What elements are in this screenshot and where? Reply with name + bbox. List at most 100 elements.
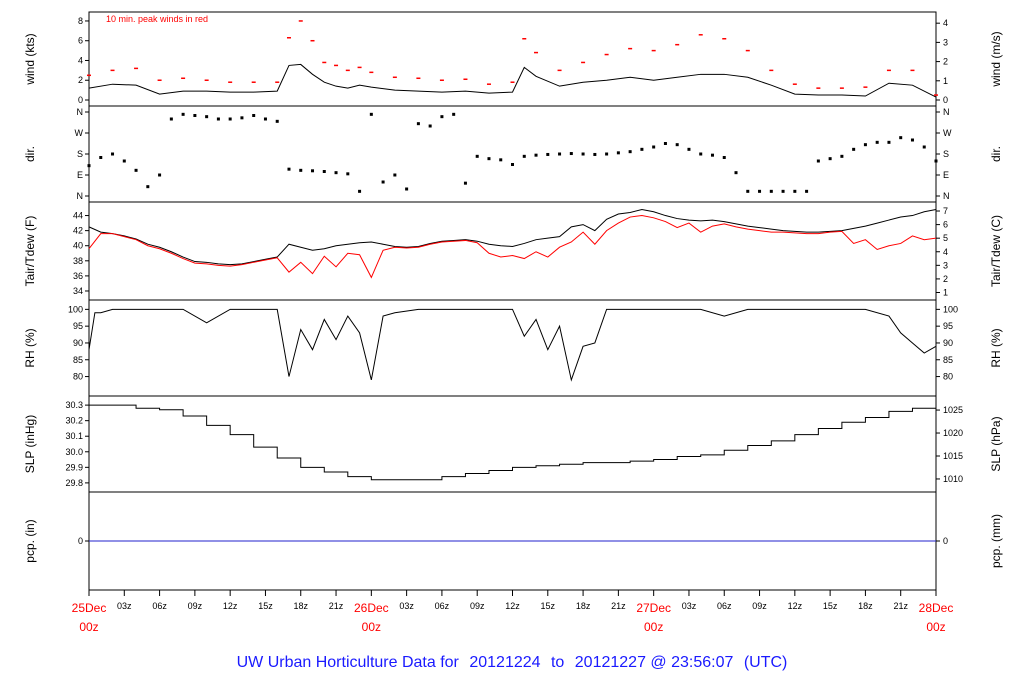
- peak-wind-point: [698, 34, 703, 36]
- right-axis-label-temp: Tair/Tdew (C): [989, 215, 1003, 287]
- peak-wind-point: [439, 79, 444, 81]
- time-axis: 25Dec 00z 26Dec 00z 27Dec 00z 28Dec 00z 03z 06z 09…: [72, 590, 954, 634]
- dir-point: [699, 152, 703, 156]
- left-tick-label: N: [77, 191, 84, 201]
- dir-point: [99, 156, 103, 159]
- hour-tick-label: 09z: [188, 601, 203, 611]
- dir-point: [275, 119, 279, 123]
- dir-point: [758, 189, 762, 193]
- peak-wind-point: [110, 69, 115, 72]
- dir-point: [428, 124, 432, 128]
- panel-frame-temp: [88, 201, 937, 301]
- panel-pcp: 0 0 pcp. (in) pcp. (mm): [23, 491, 1003, 591]
- hour-tick-label: 12z: [223, 601, 238, 611]
- left-tick-label: N: [77, 107, 84, 117]
- hour-tick-label: 21z: [611, 601, 626, 611]
- right-tick-label: 1020: [943, 428, 963, 438]
- dir-point: [593, 152, 597, 156]
- right-axis-label-rh: RH (%): [989, 328, 1003, 367]
- hour-tick-label: 21z: [893, 601, 908, 611]
- peak-wind-point: [275, 81, 280, 83]
- peak-wind-point: [628, 47, 633, 50]
- dir-point: [581, 152, 585, 156]
- peak-wind-point: [181, 77, 186, 80]
- left-tick-label: 0: [78, 95, 83, 105]
- dir-point: [193, 114, 197, 117]
- left-tick-label: 2: [78, 75, 83, 85]
- panel-frame-dir: [88, 105, 937, 203]
- dir-point: [640, 147, 644, 151]
- right-tick-label: 1: [943, 287, 948, 297]
- panel-frame-rh: [88, 299, 937, 397]
- left-tick-label: 4: [78, 55, 83, 65]
- dir-point: [605, 152, 609, 156]
- dir-point: [922, 145, 926, 149]
- left-tick-label: 80: [73, 372, 83, 382]
- dir-point: [840, 154, 844, 158]
- date-label: 25Dec: [72, 601, 107, 615]
- hour-tick-label: 12z: [788, 601, 803, 611]
- footer-end: 20121227 @ 23:56:07: [575, 654, 734, 671]
- dir-point: [393, 173, 397, 177]
- dir-point: [111, 152, 115, 156]
- dir-point: [158, 173, 162, 177]
- peak-wind-point: [745, 49, 750, 52]
- hour-tick-label: 06z: [152, 601, 167, 611]
- left-axis-label-rh: RH (%): [23, 328, 37, 367]
- right-tick-label: 80: [943, 372, 953, 382]
- peak-wind-point: [345, 69, 350, 72]
- dir-point: [887, 140, 891, 144]
- hour-tick-label: 18z: [293, 601, 308, 611]
- date-hour-label: 00z: [79, 620, 98, 634]
- right-tick-label: S: [943, 149, 949, 159]
- left-tick-label: 42: [73, 226, 83, 236]
- dir-point: [405, 187, 409, 191]
- left-tick-label: 34: [73, 286, 83, 296]
- dir-point: [734, 171, 738, 175]
- dir-point: [369, 112, 373, 116]
- hour-tick-label: 18z: [576, 601, 591, 611]
- hour-tick-label: 03z: [682, 601, 697, 611]
- left-tick-label: 0: [78, 536, 83, 546]
- peak-wind-point: [581, 61, 586, 64]
- left-tick-label: 100: [68, 304, 83, 314]
- left-tick-label: 8: [78, 16, 83, 26]
- dir-point: [934, 159, 938, 163]
- series-line-temp-0: [88, 208, 937, 266]
- dir-point: [687, 147, 691, 151]
- dir-point: [828, 157, 832, 161]
- left-tick-label: 85: [73, 355, 83, 365]
- dir-point: [440, 115, 444, 119]
- dir-point: [616, 151, 620, 155]
- right-tick-label: 2: [943, 274, 948, 284]
- left-tick-label: 30.1: [65, 431, 83, 441]
- left-tick-label: W: [75, 128, 84, 138]
- dir-point: [628, 150, 632, 154]
- dir-point: [769, 189, 773, 193]
- peak-wind-point: [604, 53, 609, 56]
- right-tick-label: 95: [943, 321, 953, 331]
- peak-wind-point: [204, 79, 209, 81]
- panel-frame-slp: [88, 395, 937, 493]
- peak-wind-point: [910, 69, 915, 72]
- right-tick-label: 0: [943, 536, 948, 546]
- peak-wind-point: [839, 87, 844, 89]
- hour-tick-label: 03z: [117, 601, 132, 611]
- peak-wind-point: [534, 51, 539, 54]
- date-label: 28Dec: [919, 601, 954, 615]
- dir-point: [852, 147, 856, 151]
- dir-point: [805, 189, 809, 193]
- right-tick-label: 0: [943, 95, 948, 105]
- panel-slp: 29.8 29.9 30.0 30.1 30.2 30.3 1010 1015 1020 1025…: [23, 395, 1003, 493]
- dir-point: [816, 159, 820, 163]
- right-tick-label: 100: [943, 304, 958, 314]
- dir-point: [534, 153, 538, 157]
- footer-title: UW Urban Horticulture Data for 20121224 …: [237, 654, 788, 671]
- right-axis-label-pcp: pcp. (mm): [989, 514, 1003, 568]
- peak-wind-point: [510, 81, 515, 83]
- peak-wind-point: [322, 61, 327, 64]
- peak-wind-point: [134, 67, 139, 70]
- hour-tick-label: 21z: [329, 601, 344, 611]
- dir-point: [675, 143, 679, 147]
